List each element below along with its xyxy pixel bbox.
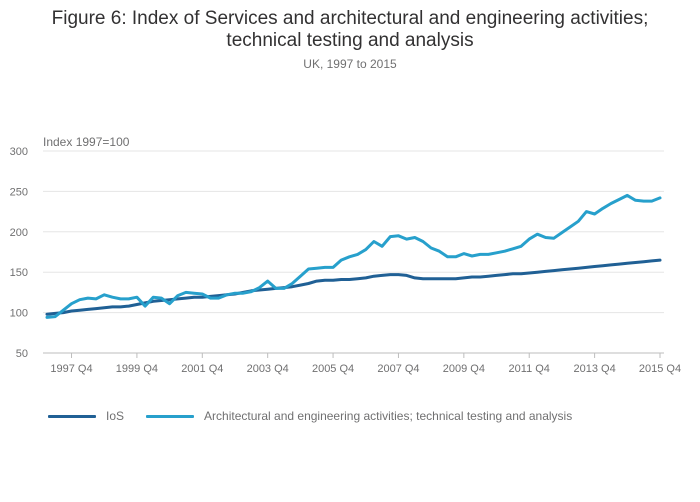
legend-label-ios: IoS (106, 409, 125, 423)
series-line-ios[interactable] (45, 258, 662, 316)
y-tick-label-150: 150 (10, 267, 28, 279)
y-tick-label-50: 50 (16, 348, 28, 360)
x-tick-label-2009-q4: 2009 Q4 (443, 363, 485, 375)
series-line-architectural[interactable] (45, 193, 662, 319)
y-tick-label-300: 300 (10, 146, 28, 158)
chart-title-line-1: Figure 6: Index of Services and architec… (51, 8, 649, 29)
chart-title: Figure 6: Index of Services and architec… (0, 8, 700, 52)
legend-item-ios[interactable]: IoS (48, 409, 124, 423)
y-axis-label: Index 1997=100 (43, 135, 130, 149)
x-tick-label-2007-q4: 2007 Q4 (377, 363, 419, 375)
chart-title-line-2: technical testing and analysis (226, 30, 474, 51)
y-tick-labels: 50 100 150 200 250 300 (10, 146, 28, 360)
x-tick-label-2011-q4: 2011 Q4 (509, 363, 550, 375)
legend: IoS Architectural and engineering activi… (48, 409, 594, 423)
legend-item-architectural[interactable]: Architectural and engineering activities… (146, 409, 572, 423)
legend-swatch-architectural (146, 414, 195, 418)
series-lines (45, 193, 662, 319)
y-tick-label-200: 200 (10, 227, 28, 239)
chart-subtitle: UK, 1997 to 2015 (303, 57, 397, 71)
legend-swatch-ios (48, 414, 96, 418)
x-tick-label-1999-q4: 1999 Q4 (116, 363, 158, 375)
y-tick-label-100: 100 (10, 308, 28, 320)
x-tick-label-2003-q4: 2003 Q4 (247, 363, 289, 375)
x-tick-label-2015-q4: 2015 Q4 (639, 363, 681, 375)
x-tick-label-2005-q4: 2005 Q4 (312, 363, 354, 375)
x-tick-label-2001-q4: 2001 Q4 (181, 363, 223, 375)
gridlines (43, 150, 664, 354)
x-tick-label-1997-q4: 1997 Q4 (50, 363, 92, 375)
y-tick-label-250: 250 (10, 186, 28, 198)
x-axis: 1997 Q4 1999 Q4 2001 Q4 2003 Q4 2005 Q4 2007 … (50, 353, 681, 375)
x-tick-label-2013-q4: 2013 Q4 (574, 363, 616, 375)
legend-label-architectural: Architectural and engineering activities… (204, 409, 573, 423)
